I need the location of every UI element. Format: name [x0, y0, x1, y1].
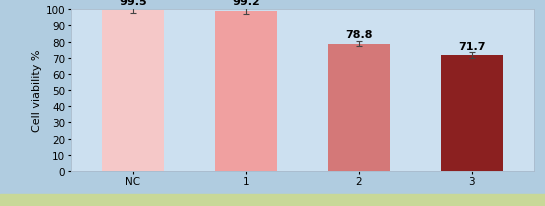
- Text: 99.2: 99.2: [232, 0, 260, 7]
- Bar: [215, 12, 277, 171]
- Text: 99.5: 99.5: [119, 0, 147, 7]
- Text: 71.7: 71.7: [458, 41, 486, 51]
- Y-axis label: Cell viability %: Cell viability %: [32, 50, 41, 132]
- Bar: [102, 11, 164, 171]
- Bar: [328, 44, 390, 171]
- Bar: [441, 56, 503, 171]
- Text: 78.8: 78.8: [345, 30, 373, 40]
